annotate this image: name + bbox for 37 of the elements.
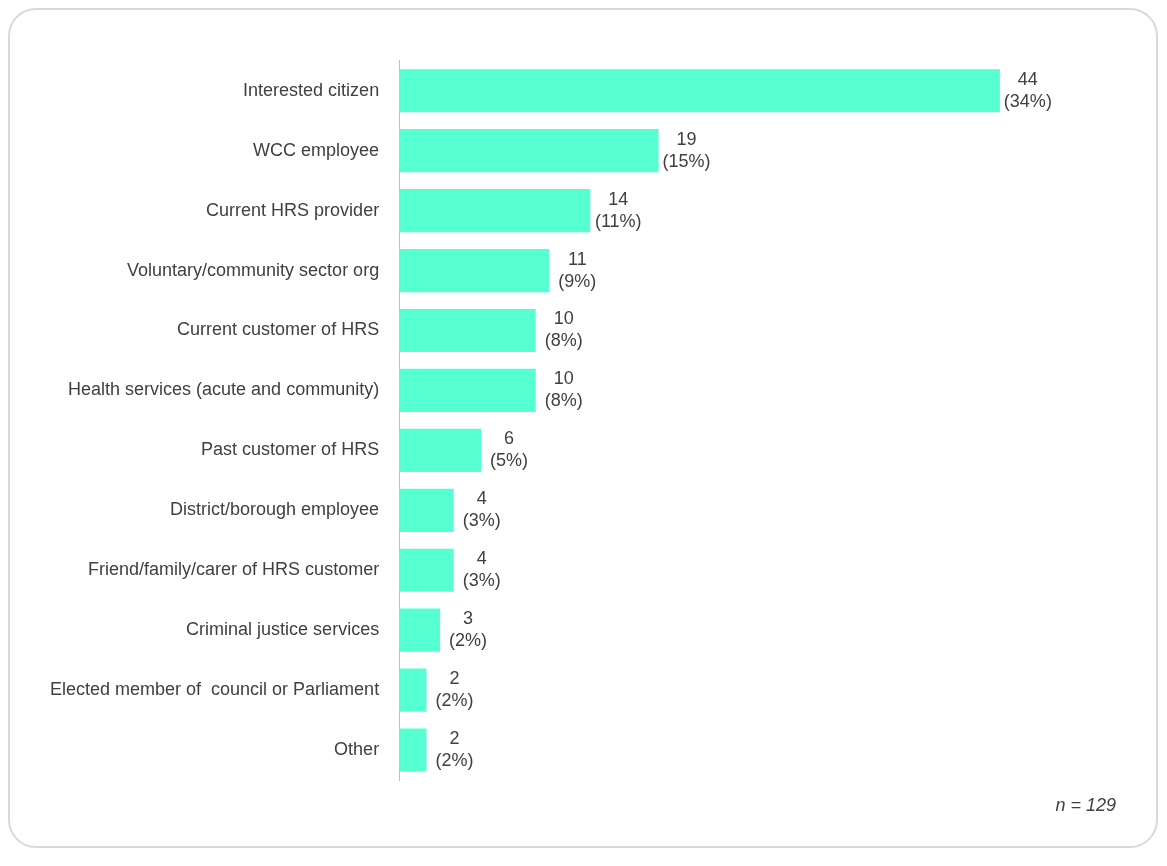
data-label: 6 (5%) bbox=[490, 428, 529, 471]
data-label: 10 (8%) bbox=[544, 368, 583, 411]
y-tick-label: Other bbox=[334, 739, 380, 759]
y-tick-label: Voluntary/community sector org bbox=[127, 259, 380, 280]
y-tick-label: Current customer of HRS bbox=[177, 319, 380, 340]
y-tick-label: Elected member of council or Parliament bbox=[49, 679, 380, 700]
bar bbox=[399, 69, 1000, 113]
y-tick-label: Past customer of HRS bbox=[201, 439, 380, 460]
bar bbox=[399, 488, 454, 532]
bar bbox=[399, 548, 454, 592]
data-label: 44 (34%) bbox=[1003, 68, 1052, 111]
bar bbox=[399, 248, 550, 293]
y-tick-label: Current HRS provider bbox=[206, 199, 380, 220]
y-tick-label: Interested citizen bbox=[243, 79, 380, 100]
bar bbox=[399, 608, 441, 652]
data-label: 2 (2%) bbox=[435, 668, 474, 711]
y-tick-label: Friend/family/carer of HRS customer bbox=[88, 559, 380, 580]
data-label: 10 (8%) bbox=[544, 308, 583, 351]
text: n = 129 bbox=[1055, 795, 1116, 816]
bar bbox=[399, 129, 659, 173]
data-label: 2 (2%) bbox=[435, 728, 474, 770]
y-tick-label: Criminal justice services bbox=[186, 619, 380, 640]
bar bbox=[399, 728, 427, 772]
data-label: 14 (11%) bbox=[594, 188, 642, 231]
bar bbox=[399, 428, 482, 472]
data-label: 4 (3%) bbox=[462, 548, 501, 591]
bar bbox=[399, 308, 536, 353]
data-label: 4 (3%) bbox=[462, 488, 501, 531]
data-label: 3 (2%) bbox=[449, 608, 488, 651]
data-label: 19 (15%) bbox=[662, 128, 711, 171]
bar bbox=[399, 368, 536, 413]
y-tick-label: District/borough employee bbox=[170, 499, 380, 520]
y-tick-label: WCC employee bbox=[253, 139, 380, 160]
bar bbox=[399, 189, 591, 233]
data-label: 11 (9%) bbox=[558, 248, 597, 291]
bar bbox=[399, 668, 427, 712]
y-tick-label: Health services (acute and community) bbox=[68, 379, 380, 400]
